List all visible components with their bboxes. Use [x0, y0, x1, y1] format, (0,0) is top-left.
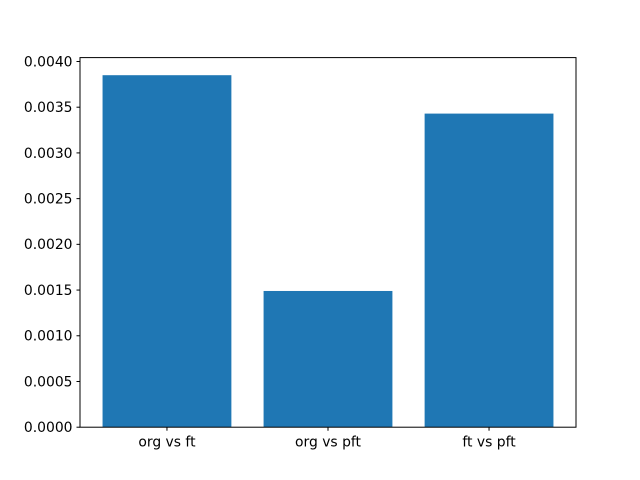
- y-axis-tick-label: 0.0005: [24, 374, 73, 390]
- y-axis-tick-label: 0.0015: [24, 283, 73, 299]
- x-axis-tick-label: org vs pft: [295, 435, 362, 451]
- bar: [102, 75, 232, 428]
- y-axis-tick-label: 0.0025: [24, 191, 73, 207]
- y-axis-tick-label: 0.0030: [24, 146, 73, 162]
- bar: [263, 290, 393, 428]
- y-axis-tick-label: 0.0035: [24, 100, 73, 116]
- bar: [424, 113, 554, 428]
- y-axis-tick-label: 0.0000: [24, 420, 73, 436]
- x-axis-tick-label: org vs ft: [138, 435, 196, 451]
- y-axis-tick-label: 0.0040: [24, 54, 73, 70]
- y-axis-tick-label: 0.0020: [24, 237, 73, 253]
- x-axis-tick-label: ft vs pft: [462, 435, 516, 451]
- y-axis-tick-label: 0.0010: [24, 329, 73, 345]
